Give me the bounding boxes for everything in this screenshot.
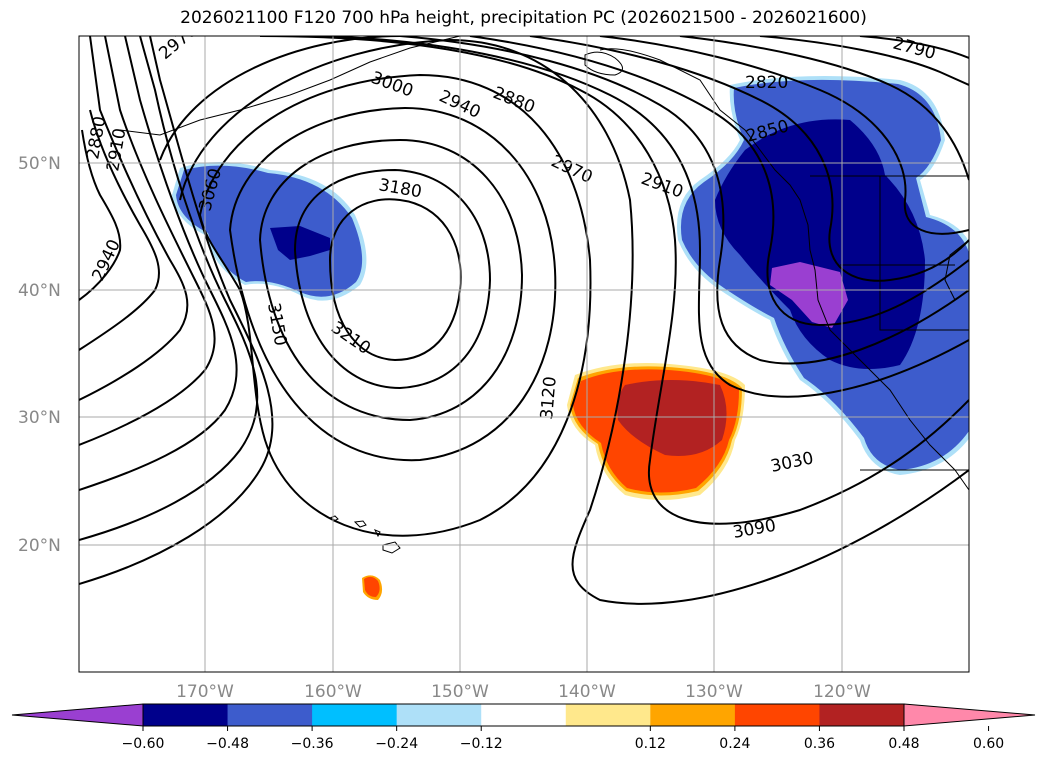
lon-label: 140°W	[558, 682, 616, 702]
contour-label: 2820	[745, 73, 788, 93]
colorbar-over-extension	[903, 703, 1036, 727]
colorbar-tick-label: −0.12	[460, 736, 503, 752]
colorbar-segment	[396, 704, 482, 726]
colorbar-tick-label: 0.48	[888, 736, 919, 752]
colorbar-tick-label: 0.60	[973, 736, 1004, 752]
precip-positive-hawaii	[362, 575, 383, 600]
colorbar-tick-label: 0.12	[635, 736, 666, 752]
longitude-labels: 170°W 160°W 150°W 140°W 130°W 120°W	[176, 682, 871, 702]
political-borders	[810, 175, 969, 471]
colorbar-segment	[565, 704, 651, 726]
height-contours	[79, 36, 969, 605]
latitude-labels: 50°N 40°N 30°N 20°N	[18, 154, 61, 556]
colorbar-segment	[312, 704, 398, 726]
lon-label: 130°W	[685, 682, 743, 702]
colorbar-segment	[819, 704, 905, 726]
colorbar-frame	[142, 703, 905, 727]
map-title: 2026021100 F120 700 hPa height, precipit…	[180, 8, 867, 28]
colorbar-segment	[143, 704, 229, 726]
contour-label: 3120	[537, 376, 561, 421]
lat-label: 40°N	[18, 281, 61, 301]
colorbar-tick-label: −0.48	[206, 736, 249, 752]
colorbar-segment	[227, 704, 313, 726]
colorbar-tick-label: −0.24	[375, 736, 418, 752]
lon-label: 160°W	[304, 682, 362, 702]
lat-label: 20°N	[18, 536, 61, 556]
gridlines	[79, 36, 969, 672]
precip-negative-west	[172, 161, 367, 301]
map-frame	[78, 35, 970, 673]
precip-positive-central	[567, 362, 745, 500]
colorbar-tick-label: −0.36	[291, 736, 334, 752]
lon-label: 170°W	[176, 682, 234, 702]
colorbar-under-extension	[11, 703, 144, 727]
colorbar-tick-label: −0.60	[122, 736, 165, 752]
colorbar-tick-label: 0.24	[719, 736, 750, 752]
colorbar: −0.60 −0.48 −0.36 −0.24 −0.12 0.12 0.24 0.36 0.4…	[11, 703, 1036, 752]
lon-label: 120°W	[813, 682, 871, 702]
colorbar-tick-label: 0.36	[804, 736, 835, 752]
lat-label: 30°N	[18, 408, 61, 428]
lat-label: 50°N	[18, 154, 61, 174]
colorbar-segment	[734, 704, 820, 726]
lon-label: 150°W	[431, 682, 489, 702]
colorbar-segment	[650, 704, 736, 726]
colorbar-segment	[481, 704, 567, 726]
